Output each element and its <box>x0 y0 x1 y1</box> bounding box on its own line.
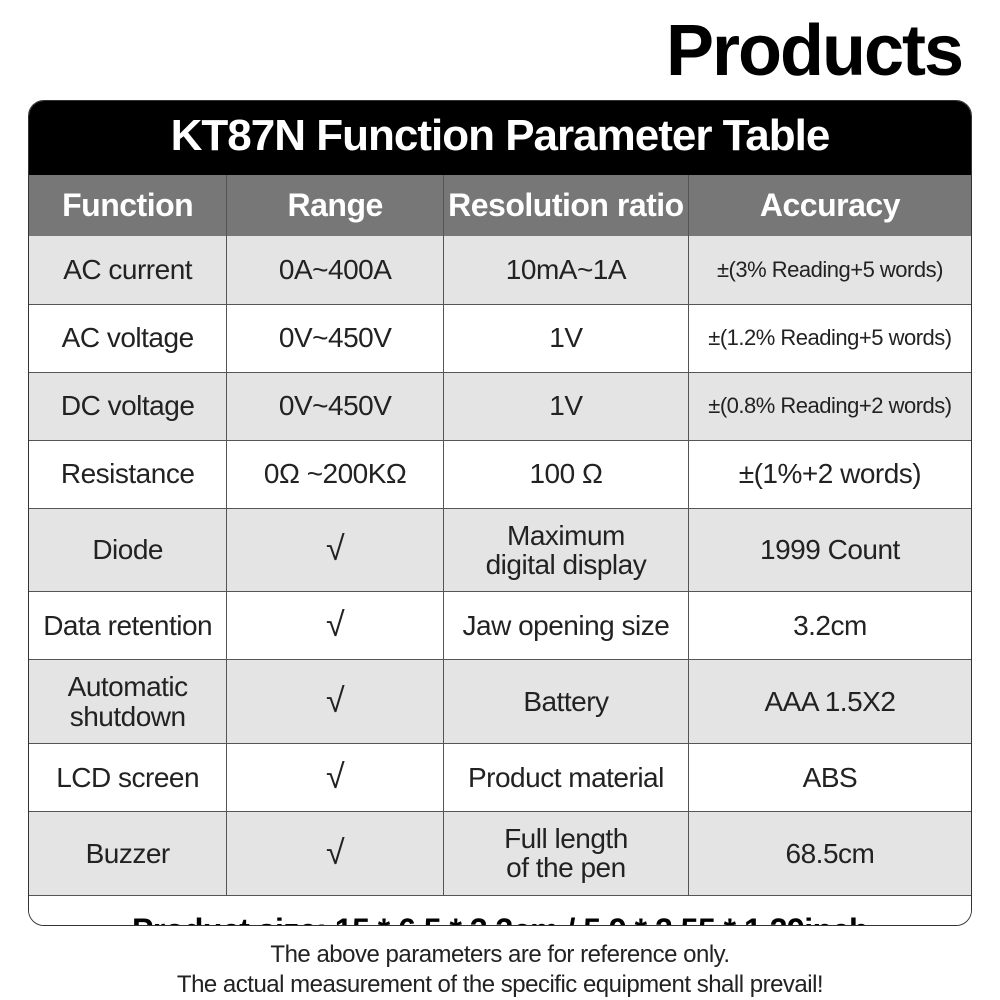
table-cell: ABS <box>688 744 971 812</box>
table-cell: ±(0.8% Reading+2 words) <box>688 372 971 440</box>
col-header-accuracy: Accuracy <box>688 175 971 236</box>
table-cell: Buzzer <box>29 812 227 896</box>
table-title: KT87N Function Parameter Table <box>29 101 971 175</box>
table-row: Diode√Maximumdigital display1999 Count <box>29 508 971 592</box>
table-cell: 1V <box>443 304 688 372</box>
table-cell: 3.2cm <box>688 592 971 660</box>
table-cell: LCD screen <box>29 744 227 812</box>
col-header-range: Range <box>227 175 444 236</box>
table-cell: Jaw opening size <box>443 592 688 660</box>
table-cell: Product material <box>443 744 688 812</box>
table-cell: ±(1.2% Reading+5 words) <box>688 304 971 372</box>
table-cell: √ <box>227 592 444 660</box>
table-cell: AC current <box>29 236 227 304</box>
table-cell: 0V~450V <box>227 372 444 440</box>
table-cell: ±(1%+2 words) <box>688 440 971 508</box>
table-footer-row: Product size: 15 * 6.5 * 3.3cm / 5.9 * 2… <box>29 895 971 926</box>
table-cell: Maximumdigital display <box>443 508 688 592</box>
table-cell: 10mA~1A <box>443 236 688 304</box>
table-cell: 0A~400A <box>227 236 444 304</box>
table-cell: 0Ω ~200KΩ <box>227 440 444 508</box>
page-title: Products <box>28 10 972 92</box>
table-cell: 1V <box>443 372 688 440</box>
table-cell: Data retention <box>29 592 227 660</box>
table-cell: Battery <box>443 660 688 744</box>
table-cell: √ <box>227 812 444 896</box>
table-header-row: Function Range Resolution ratio Accuracy <box>29 175 971 236</box>
table-cell: Diode <box>29 508 227 592</box>
table-cell: Automaticshutdown <box>29 660 227 744</box>
table-row: DC voltage0V~450V1V±(0.8% Reading+2 word… <box>29 372 971 440</box>
table-cell: 68.5cm <box>688 812 971 896</box>
disclaimer: The above parameters are for reference o… <box>177 940 823 1000</box>
col-header-resolution: Resolution ratio <box>443 175 688 236</box>
table-row: LCD screen√Product materialABS <box>29 744 971 812</box>
table-cell: 0V~450V <box>227 304 444 372</box>
table-body: AC current0A~400A10mA~1A±(3% Reading+5 w… <box>29 236 971 926</box>
table-row: Buzzer√Full lengthof the pen68.5cm <box>29 812 971 896</box>
table-row: Data retention√Jaw opening size3.2cm <box>29 592 971 660</box>
col-header-function: Function <box>29 175 227 236</box>
table-cell: √ <box>227 660 444 744</box>
table-row: AC current0A~400A10mA~1A±(3% Reading+5 w… <box>29 236 971 304</box>
table-row: Automaticshutdown√BatteryAAA 1.5X2 <box>29 660 971 744</box>
table-row: Resistance0Ω ~200KΩ100 Ω±(1%+2 words) <box>29 440 971 508</box>
table-cell: ±(3% Reading+5 words) <box>688 236 971 304</box>
table-cell: √ <box>227 744 444 812</box>
table-cell: Resistance <box>29 440 227 508</box>
table-cell: DC voltage <box>29 372 227 440</box>
table-row: AC voltage0V~450V1V±(1.2% Reading+5 word… <box>29 304 971 372</box>
table-cell: AC voltage <box>29 304 227 372</box>
disclaimer-line-2: The actual measurement of the specific e… <box>177 970 823 1000</box>
table-cell: 1999 Count <box>688 508 971 592</box>
table-cell: Full lengthof the pen <box>443 812 688 896</box>
table-cell: AAA 1.5X2 <box>688 660 971 744</box>
parameter-table-container: KT87N Function Parameter Table Function … <box>28 100 972 926</box>
product-size: Product size: 15 * 6.5 * 3.3cm / 5.9 * 2… <box>29 895 971 926</box>
table-cell: √ <box>227 508 444 592</box>
table-cell: 100 Ω <box>443 440 688 508</box>
disclaimer-line-1: The above parameters are for reference o… <box>177 940 823 970</box>
parameter-table: Function Range Resolution ratio Accuracy… <box>29 175 971 926</box>
